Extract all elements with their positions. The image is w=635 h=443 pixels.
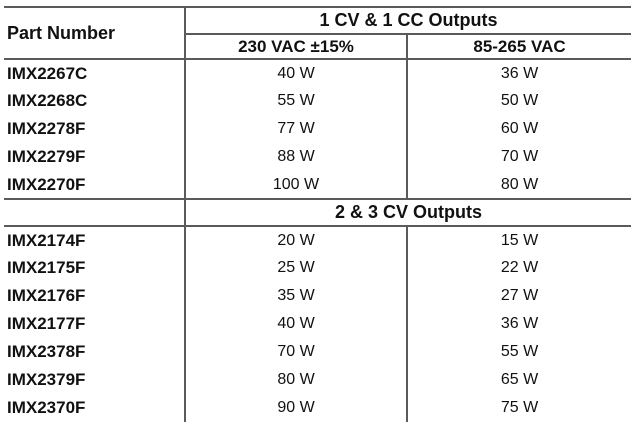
part-number-cell: IMX2379F [7, 370, 86, 389]
power-85vac-cell: 22 W [405, 254, 632, 282]
power-85vac-cell: 60 W [405, 115, 632, 143]
table-row: IMX2174F 20 W 15 W [4, 226, 632, 254]
power-230vac-cell: 70 W [184, 338, 407, 366]
part-number-cell: IMX2177F [7, 314, 86, 333]
part-number-header: Part Number [4, 7, 185, 60]
part-number-cell: IMX2175F [7, 258, 86, 277]
power-230vac-cell: 35 W [184, 282, 407, 310]
power-85vac-cell: 15 W [405, 226, 632, 254]
part-number-cell: IMX2370F [7, 398, 86, 417]
power-230vac-cell: 90 W [184, 394, 407, 422]
part-number-cell: IMX2270F [7, 174, 86, 194]
part-number-cell: IMX2268C [7, 91, 88, 110]
table-row: IMX2267C 40 W 36 W [4, 59, 632, 87]
part-number-cell: IMX2279F [7, 147, 86, 166]
power-85vac-cell: 75 W [405, 394, 632, 422]
power-230vac-cell: 77 W [184, 115, 407, 143]
empty-cell [4, 198, 185, 227]
part-number-cell: IMX2267C [7, 63, 88, 83]
power-85vac-cell: 65 W [405, 366, 632, 394]
table-row: IMX2268C 55 W 50 W [4, 87, 632, 115]
power-85vac-cell: 27 W [405, 282, 632, 310]
power-85vac-cell: 70 W [405, 143, 632, 171]
power-230vac-cell: 40 W [184, 310, 407, 338]
power-85vac-cell: 55 W [405, 338, 632, 366]
power-230vac-cell: 55 W [184, 87, 407, 115]
power-230vac-cell: 80 W [184, 366, 407, 394]
power-85vac-cell: 36 W [405, 59, 632, 87]
power-230vac-cell: 88 W [184, 143, 407, 171]
table-row: IMX2370F 90 W 75 W [4, 394, 632, 422]
power-85vac-cell: 50 W [405, 87, 632, 115]
part-number-cell: IMX2278F [7, 119, 86, 138]
table-row: IMX2177F 40 W 36 W [4, 310, 632, 338]
part-number-cell: IMX2174F [7, 230, 86, 250]
page: Part Number 1 CV & 1 CC Outputs 230 VAC … [0, 6, 635, 443]
table-row: IMX2270F 100 W 80 W [4, 171, 632, 199]
power-230vac-cell: 20 W [184, 226, 407, 254]
part-number-cell: IMX2378F [7, 342, 86, 361]
power-85vac-cell: 36 W [405, 310, 632, 338]
power-230vac-cell: 40 W [184, 59, 407, 87]
power-230vac-cell: 100 W [184, 171, 407, 199]
table-row: IMX2278F 77 W 60 W [4, 115, 632, 143]
group2-header-row: 2 & 3 CV Outputs [4, 198, 632, 227]
table-row: IMX2378F 70 W 55 W [4, 338, 632, 366]
group2-header: 2 & 3 CV Outputs [183, 198, 632, 227]
group1-header-row: Part Number 1 CV & 1 CC Outputs [4, 7, 632, 60]
subheader-row: 230 VAC ±15% 85-265 VAC [4, 34, 632, 60]
power-85vac-cell: 80 W [405, 171, 632, 199]
col-85vac-header: 85-265 VAC [405, 34, 632, 60]
table-row: IMX2175F 25 W 22 W [4, 254, 632, 282]
table-row: IMX2379F 80 W 65 W [4, 366, 632, 394]
col-230vac-header: 230 VAC ±15% [184, 34, 407, 60]
group1-header: 1 CV & 1 CC Outputs [183, 7, 632, 35]
part-number-cell: IMX2176F [7, 286, 86, 305]
power-230vac-cell: 25 W [184, 254, 407, 282]
table-row: IMX2279F 88 W 70 W [4, 143, 632, 171]
table-row: IMX2176F 35 W 27 W [4, 282, 632, 310]
power-output-table: Part Number 1 CV & 1 CC Outputs 230 VAC … [4, 6, 632, 422]
